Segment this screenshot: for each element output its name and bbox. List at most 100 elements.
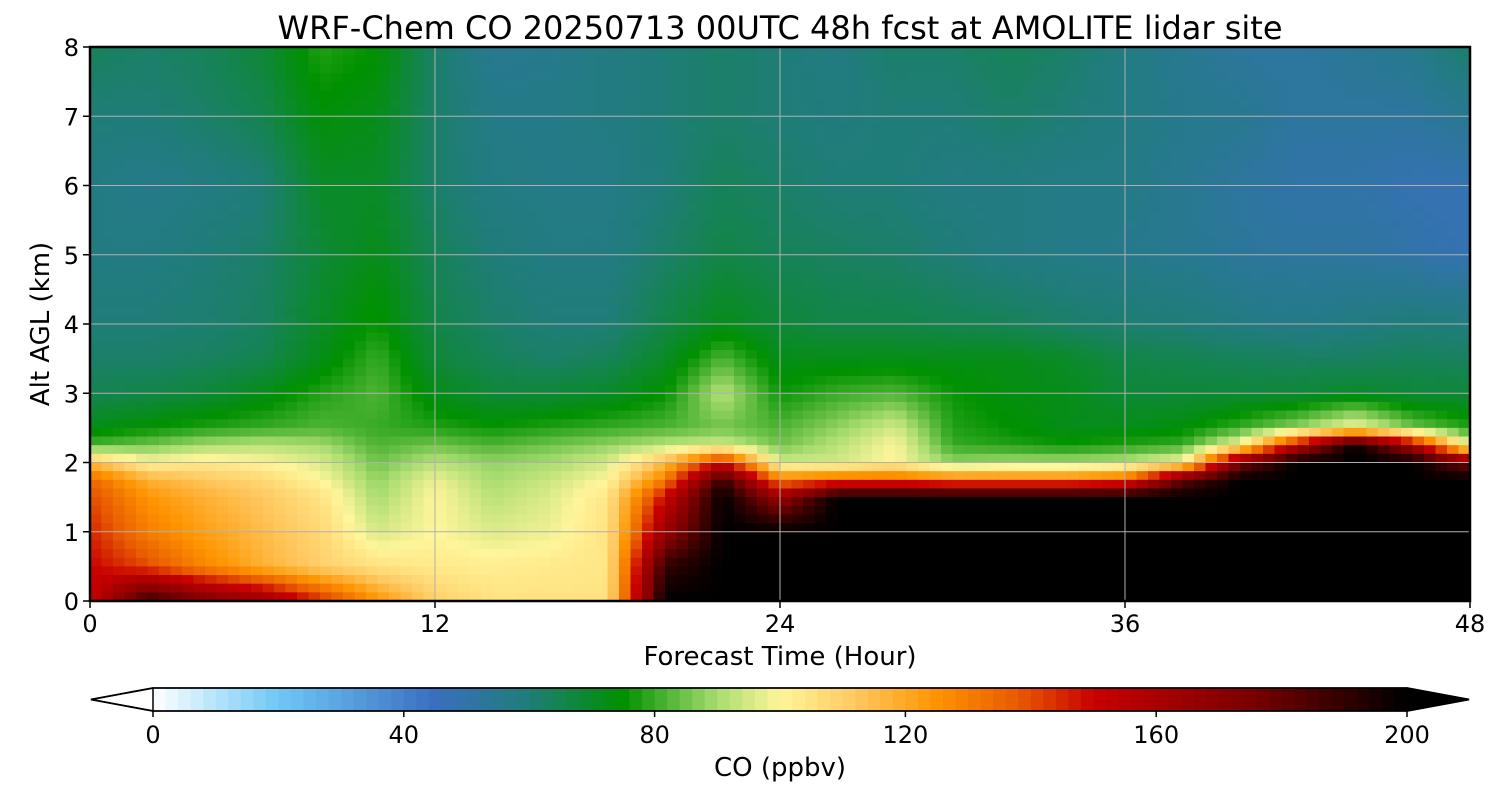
heatmap-cell xyxy=(400,47,413,57)
heatmap-cell xyxy=(1228,220,1241,230)
heatmap-cell xyxy=(251,349,264,360)
heatmap-cell xyxy=(389,332,402,342)
heatmap-cell xyxy=(216,142,229,152)
heatmap-cell xyxy=(941,341,954,351)
heatmap-cell xyxy=(538,81,551,91)
heatmap-cell xyxy=(147,315,160,325)
heatmap-cell xyxy=(1217,246,1230,256)
heatmap-cell xyxy=(1274,254,1287,265)
heatmap-cell xyxy=(918,176,931,187)
heatmap-cell xyxy=(1378,254,1391,265)
heatmap-cell xyxy=(1447,263,1460,273)
heatmap-cell xyxy=(1021,289,1034,299)
heatmap-cell xyxy=(998,133,1011,143)
heatmap-cell xyxy=(458,263,471,273)
heatmap-cell xyxy=(1182,98,1195,109)
heatmap-cell xyxy=(1228,98,1241,109)
heatmap-cell xyxy=(412,384,425,394)
heatmap-cell xyxy=(446,254,459,265)
heatmap-cell xyxy=(389,298,402,308)
heatmap-cell xyxy=(653,280,666,290)
heatmap-cell xyxy=(1136,47,1149,57)
heatmap-cell xyxy=(1044,185,1057,195)
heatmap-cell xyxy=(803,228,816,239)
heatmap-cell xyxy=(527,142,540,152)
heatmap-cell xyxy=(251,228,264,239)
heatmap-cell xyxy=(1010,367,1023,377)
heatmap-cell xyxy=(205,202,218,213)
heatmap-cell xyxy=(1182,176,1195,187)
heatmap-cell xyxy=(676,237,689,247)
heatmap-cell xyxy=(1125,263,1138,273)
heatmap-cell xyxy=(872,72,885,83)
heatmap-cell xyxy=(791,107,804,117)
heatmap-cell xyxy=(435,384,448,394)
heatmap-cell xyxy=(389,55,402,65)
heatmap-cell xyxy=(1378,220,1391,230)
heatmap-cell xyxy=(941,176,954,187)
heatmap-cell xyxy=(1159,81,1172,91)
heatmap-cell xyxy=(814,107,827,117)
heatmap-cell xyxy=(1343,168,1356,178)
heatmap-cell xyxy=(699,98,712,109)
heatmap-cell xyxy=(1263,272,1276,282)
heatmap-cell xyxy=(1067,384,1080,394)
heatmap-cell xyxy=(814,254,827,265)
heatmap-cell xyxy=(757,47,770,57)
heatmap-cell xyxy=(1274,228,1287,239)
heatmap-cell xyxy=(826,298,839,308)
heatmap-cell xyxy=(975,72,988,83)
heatmap-cell xyxy=(1355,220,1368,230)
heatmap-cell xyxy=(193,315,206,325)
heatmap-cell xyxy=(1309,133,1322,143)
heatmap-cell xyxy=(929,124,942,135)
heatmap-cell xyxy=(906,289,919,299)
heatmap-cell xyxy=(515,150,528,161)
heatmap-cell xyxy=(826,150,839,161)
heatmap-cell xyxy=(584,194,597,204)
heatmap-cell xyxy=(1424,124,1437,135)
heatmap-cell xyxy=(297,159,310,169)
heatmap-cell xyxy=(1251,194,1264,204)
heatmap-cell xyxy=(423,55,436,65)
heatmap-cell xyxy=(492,280,505,290)
heatmap-cell xyxy=(1044,298,1057,308)
heatmap-cell xyxy=(975,194,988,204)
heatmap-cell xyxy=(423,150,436,161)
heatmap-cell xyxy=(377,272,390,282)
heatmap-cell xyxy=(90,280,103,290)
heatmap-cell xyxy=(1113,349,1126,360)
heatmap-cell xyxy=(170,202,183,213)
heatmap-cell xyxy=(665,211,678,221)
heatmap-cell xyxy=(550,315,563,325)
heatmap-cell xyxy=(492,107,505,117)
heatmap-cell xyxy=(837,401,850,412)
heatmap-cell xyxy=(1044,289,1057,299)
heatmap-cell xyxy=(734,211,747,221)
heatmap-cell xyxy=(262,263,275,273)
heatmap-cell xyxy=(320,176,333,187)
heatmap-cell xyxy=(630,298,643,308)
heatmap-cell xyxy=(1332,142,1345,152)
heatmap-cell xyxy=(412,124,425,135)
heatmap-cell xyxy=(1274,107,1287,117)
heatmap-cell xyxy=(481,332,494,342)
heatmap-cell xyxy=(504,306,517,316)
heatmap-cell xyxy=(1044,98,1057,109)
heatmap-cell xyxy=(343,306,356,316)
heatmap-cell xyxy=(216,358,229,368)
heatmap-cell xyxy=(228,349,241,360)
heatmap-cell xyxy=(124,254,137,265)
heatmap-cell xyxy=(538,228,551,239)
heatmap-cell xyxy=(1355,254,1368,265)
heatmap-cell xyxy=(676,393,689,403)
heatmap-cell xyxy=(883,393,896,403)
heatmap-cell xyxy=(1240,298,1253,308)
heatmap-cell xyxy=(1240,246,1253,256)
heatmap-cell xyxy=(239,367,252,377)
heatmap-cell xyxy=(147,72,160,83)
heatmap-cell xyxy=(262,185,275,195)
heatmap-cell xyxy=(527,64,540,74)
heatmap-cell xyxy=(768,237,781,247)
heatmap-cell xyxy=(515,280,528,290)
